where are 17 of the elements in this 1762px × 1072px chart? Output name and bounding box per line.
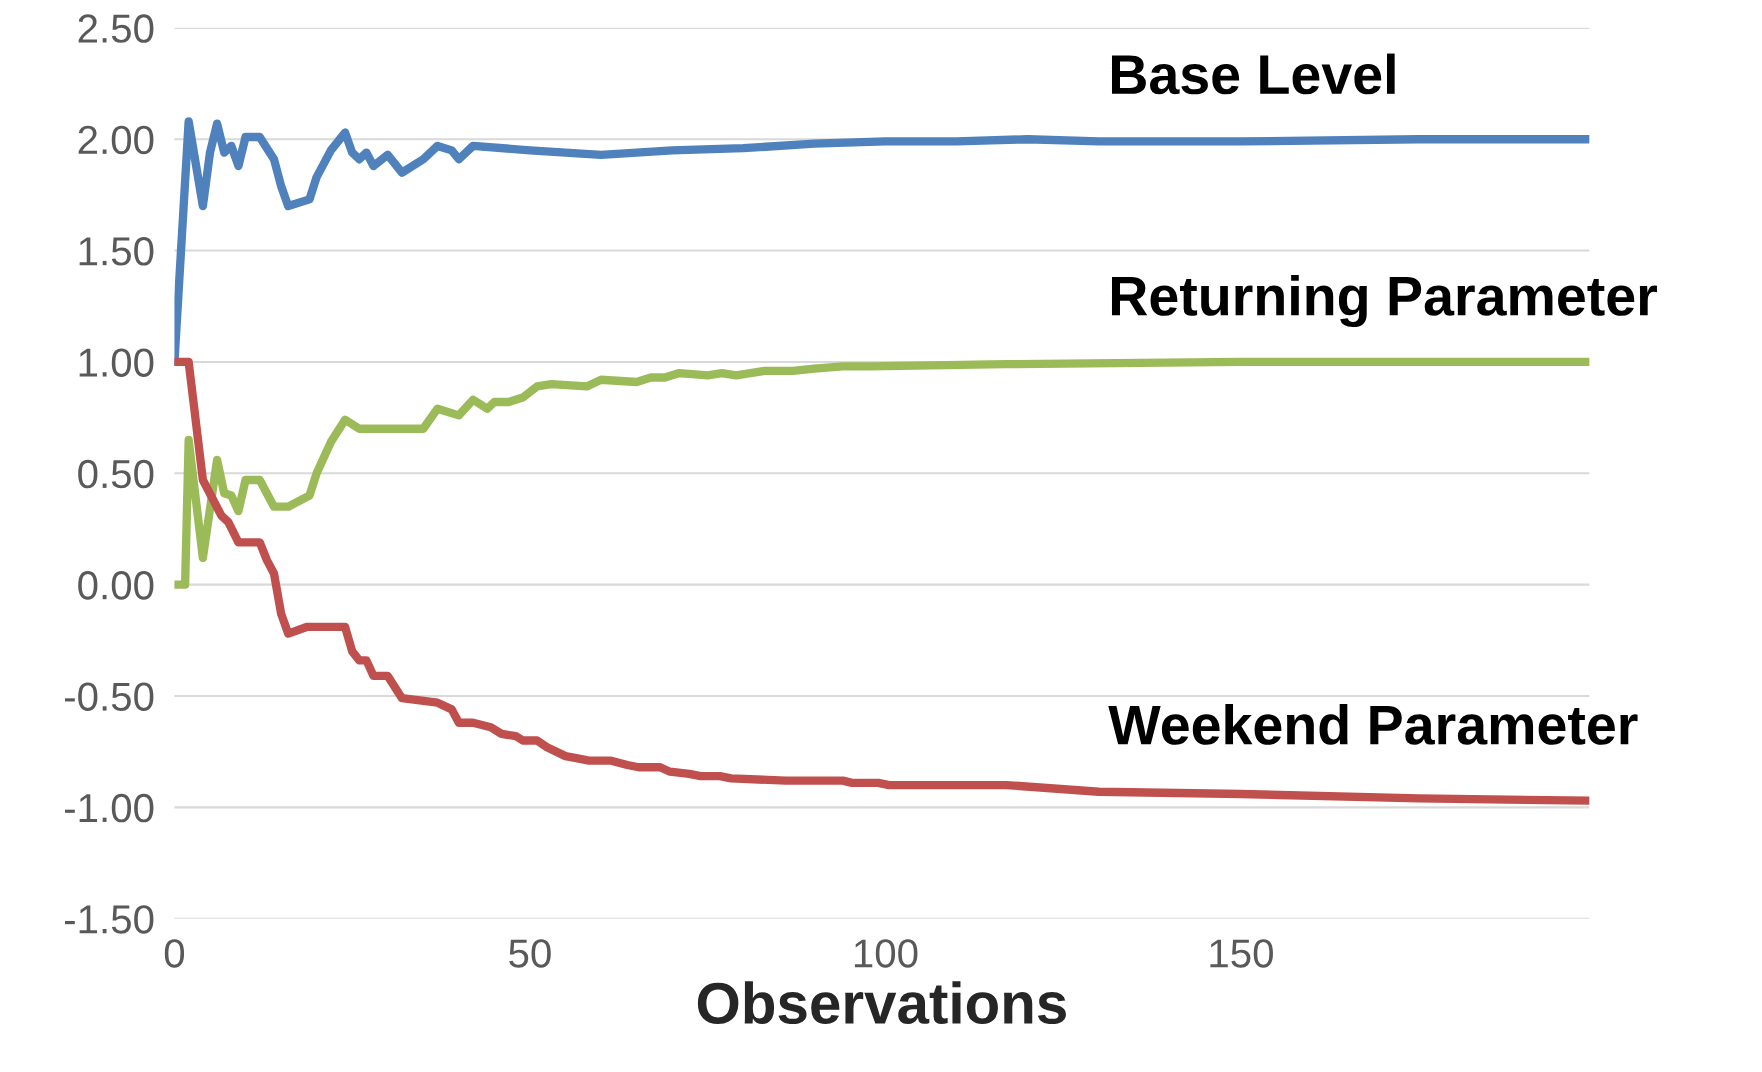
y-tick-label: -1.00 (64, 793, 154, 823)
y-tick-label: 1.50 (79, 237, 154, 266)
series-label: Returning Parameter (1111, 275, 1657, 328)
y-tick-label: -1.50 (64, 905, 154, 934)
x-tick-label: 100 (854, 939, 918, 968)
x-tick-label: 50 (509, 939, 551, 968)
y-tick-label: 2.50 (78, 14, 154, 43)
series-label: Base Level (1111, 53, 1395, 95)
x-axis-title: Observations (697, 981, 1066, 1025)
x-tick-label: 0 (164, 939, 185, 968)
x-tick-label: 150 (1210, 939, 1273, 968)
y-tick-label: 2.00 (78, 125, 154, 155)
series-label: Weekend Parameter (1108, 704, 1638, 745)
y-tick-label: 0.00 (78, 571, 154, 600)
y-tick-label: 1.00 (79, 348, 154, 377)
y-tick-label: -0.50 (64, 682, 154, 711)
y-tick-label: 0.50 (78, 459, 154, 489)
